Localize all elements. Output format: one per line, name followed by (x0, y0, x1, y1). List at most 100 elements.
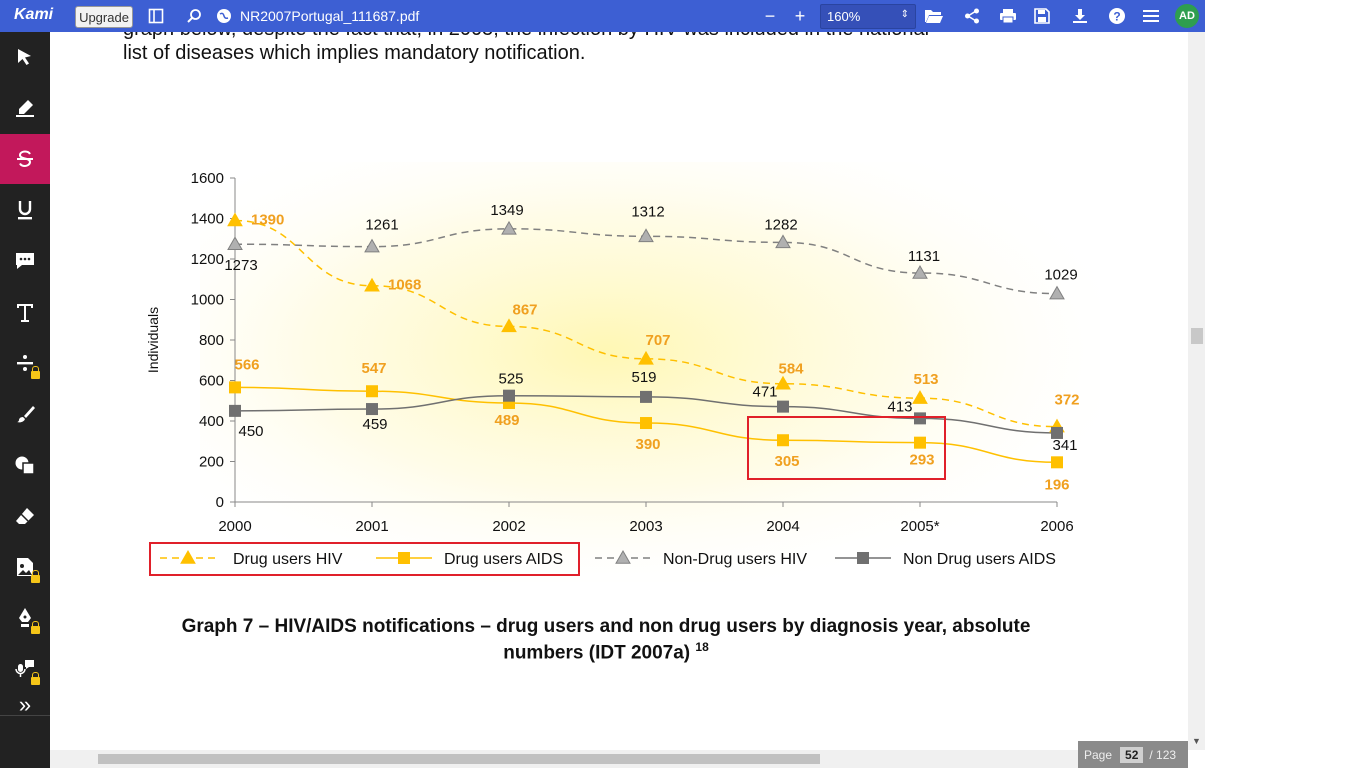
y-tick-label: 400 (199, 413, 224, 430)
svg-text:?: ? (1113, 10, 1120, 24)
y-tick-label: 1200 (191, 251, 224, 268)
zoom-in-button[interactable]: + (794, 5, 806, 26)
y-axis-title: Individuals (145, 307, 161, 373)
legend-marker-0 (180, 549, 196, 564)
legend-label: Non-Drug users HIV (663, 551, 807, 568)
data-label: 1261 (365, 217, 398, 234)
print-icon[interactable] (998, 6, 1018, 26)
series-marker-1 (914, 436, 926, 449)
microphone-comment-icon (15, 660, 34, 677)
image-tool[interactable] (0, 542, 50, 592)
y-tick-label: 600 (199, 373, 224, 390)
search-icon[interactable] (184, 6, 204, 26)
scroll-down-arrow-icon[interactable]: ▼ (1192, 736, 1201, 746)
legend-marker-1 (398, 552, 410, 564)
shapes-icon (15, 456, 35, 475)
text-tool[interactable] (0, 287, 50, 337)
upgrade-button[interactable]: Upgrade (75, 6, 133, 28)
legend-marker-3 (857, 552, 869, 564)
data-label: 1349 (490, 202, 523, 219)
vertical-scroll-thumb[interactable] (1191, 328, 1203, 344)
page-total: / 123 (1149, 747, 1177, 762)
zoom-select[interactable]: 160% ⇕ (820, 4, 916, 29)
horizontal-scroll-thumb[interactable] (98, 754, 820, 764)
series-marker-3 (777, 400, 789, 413)
series-marker-0 (501, 318, 517, 333)
tools-sidebar: » (0, 32, 50, 768)
kami-logo: Kami (14, 6, 54, 23)
zoom-out-button[interactable]: − (764, 5, 776, 26)
data-label: 519 (631, 369, 656, 386)
x-tick-label: 2005* (900, 518, 939, 535)
highlight-tool[interactable] (0, 83, 50, 133)
download-icon[interactable] (1070, 6, 1090, 26)
caption-footnote-ref: 18 (695, 640, 709, 654)
chevron-updown-icon: ⇕ (900, 9, 909, 20)
lock-icon (31, 366, 40, 379)
series-marker-3 (366, 403, 378, 416)
series-marker-3 (640, 390, 652, 403)
highlight-box-drug-users-legend (149, 542, 580, 576)
expand-sidebar-button[interactable]: » (18, 692, 32, 717)
series-marker-2 (501, 220, 517, 235)
data-label: 1029 (1044, 267, 1077, 284)
comment-tool[interactable] (0, 236, 50, 286)
data-label: 390 (635, 436, 660, 453)
save-icon[interactable] (1032, 6, 1052, 26)
vertical-scrollbar[interactable]: ▼ (1188, 32, 1205, 750)
x-tick-label: 2001 (355, 518, 388, 535)
x-tick-label: 2002 (492, 518, 525, 535)
y-tick-label: 800 (199, 332, 224, 349)
legend-label: Drug users AIDS (444, 551, 563, 568)
data-label: 196 (1044, 476, 1069, 493)
eraser-tool[interactable] (0, 491, 50, 541)
series-marker-3 (1051, 426, 1063, 439)
brush-icon (17, 406, 35, 423)
series-marker-2 (1049, 285, 1065, 300)
hiv-aids-line-chart: 0 200 400 600 800 1000 1200 1400 1600 2000 2001 200… (145, 162, 1100, 582)
text-icon (17, 304, 33, 322)
shapes-tool[interactable] (0, 440, 50, 490)
series-marker-0 (775, 375, 791, 390)
series-marker-1 (366, 385, 378, 398)
share-icon[interactable] (962, 6, 982, 26)
pen-nib-icon (19, 608, 31, 627)
page-label: Page (1084, 747, 1113, 762)
equation-tool[interactable] (0, 338, 50, 388)
data-label: 372 (1054, 392, 1079, 409)
body-text-line-1: graph below, despite the fact that, in 2… (123, 32, 929, 41)
series-marker-1 (777, 434, 789, 447)
data-label: 584 (778, 361, 804, 378)
comment-icon (16, 253, 34, 269)
series-marker-3 (229, 404, 241, 417)
series-marker-1 (1051, 456, 1063, 469)
sidebar-toggle-icon[interactable] (146, 6, 166, 26)
series-marker-2 (227, 236, 243, 250)
menu-icon[interactable] (1141, 6, 1161, 26)
voice-comment-tool[interactable] (0, 644, 50, 694)
legend-marker-2 (615, 549, 631, 564)
underline-icon (18, 201, 32, 220)
underline-tool[interactable] (0, 185, 50, 235)
legend-label: Drug users HIV (233, 551, 343, 568)
data-label: 547 (361, 360, 386, 377)
cursor-icon (18, 49, 31, 65)
page-number-input[interactable]: 52 (1120, 746, 1144, 763)
folder-open-icon[interactable] (924, 6, 944, 26)
drawing-tool[interactable] (0, 389, 50, 439)
graph-caption-text: numbers (IDT 2007a) (503, 642, 691, 664)
series-marker-1 (640, 417, 652, 430)
select-tool[interactable] (0, 32, 50, 82)
help-icon[interactable]: ? (1107, 6, 1127, 26)
lock-icon (31, 672, 40, 685)
signature-tool[interactable] (0, 593, 50, 643)
data-label: 489 (494, 412, 519, 429)
strikethrough-tool[interactable] (0, 134, 50, 184)
data-label: 707 (645, 332, 670, 349)
globe-icon (214, 6, 234, 26)
data-label: 566 (234, 356, 259, 373)
legend-label: Non Drug users AIDS (903, 551, 1056, 568)
horizontal-scrollbar[interactable] (50, 750, 1188, 768)
user-avatar[interactable]: AD (1175, 4, 1199, 28)
series-marker-0 (912, 390, 928, 404)
